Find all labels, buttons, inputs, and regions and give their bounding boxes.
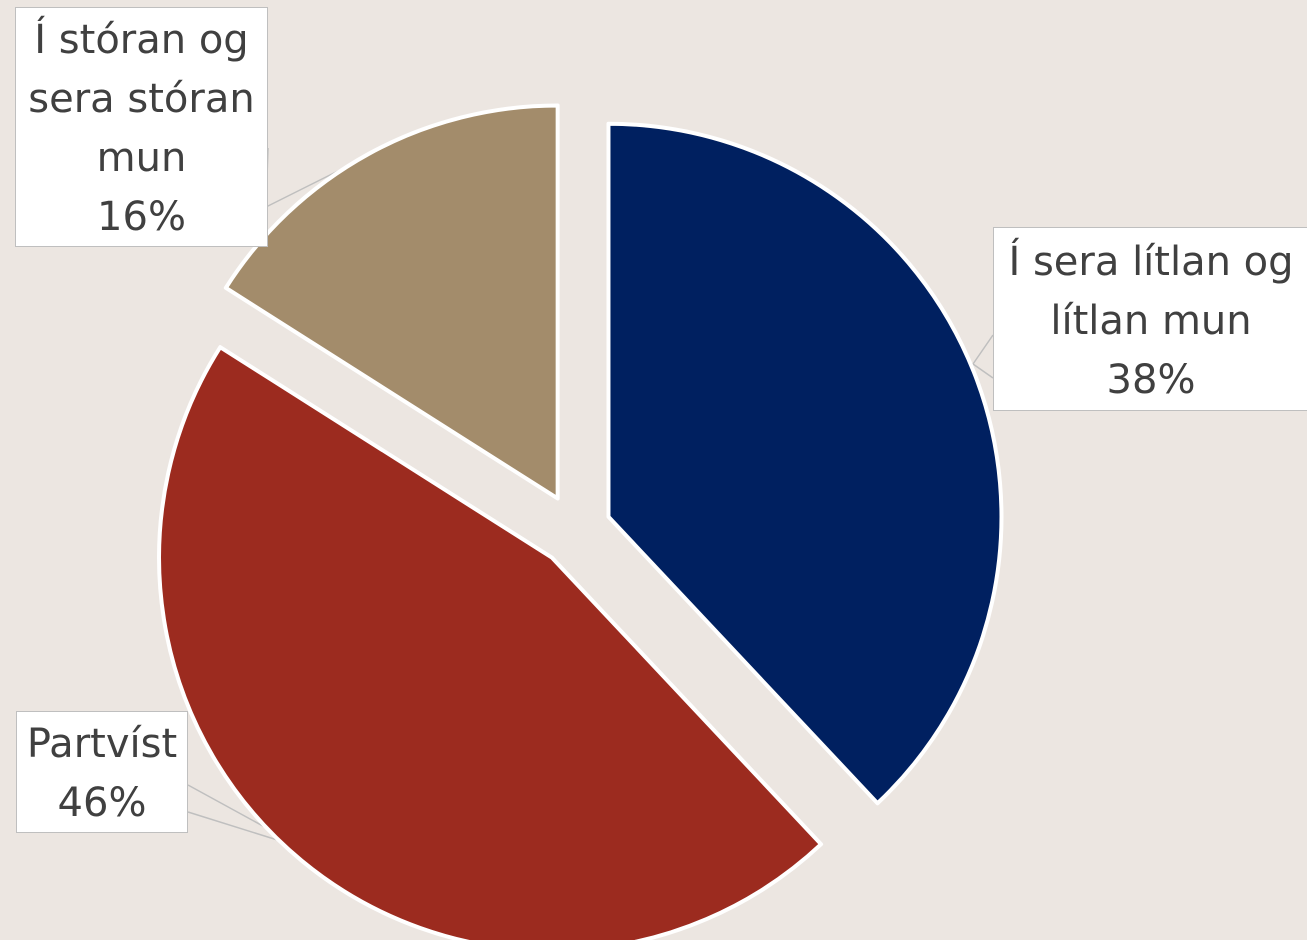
data-label-partly-line-1: Partvíst [26, 721, 178, 767]
data-label-partly-percent: 46% [57, 780, 147, 826]
data-label-small-difference: Í sera lítlan og lítlan mun 38% [993, 227, 1307, 411]
data-label-large-difference: Í stóran og sera stóran mun 16% [15, 7, 268, 247]
data-label-large-difference-percent: 16% [97, 194, 186, 240]
data-label-small-difference-percent: 38% [1106, 357, 1196, 403]
data-label-small-difference-line-2: lítlan mun [1050, 298, 1252, 344]
pie-slice-partly [157, 345, 824, 940]
pie-slice-large-difference [223, 103, 560, 501]
data-label-partly: Partvíst 46% [16, 711, 188, 833]
pie-slice-small-difference [606, 121, 1004, 806]
data-label-large-difference-line-1: Í stóran og [34, 17, 249, 63]
pie-slices [157, 103, 1004, 940]
data-label-large-difference-line-3: mun [96, 135, 187, 181]
data-label-small-difference-line-1: Í sera lítlan og [1008, 239, 1294, 285]
data-label-large-difference-line-2: sera stóran [28, 76, 255, 122]
leader-line-small-difference [972, 334, 994, 379]
